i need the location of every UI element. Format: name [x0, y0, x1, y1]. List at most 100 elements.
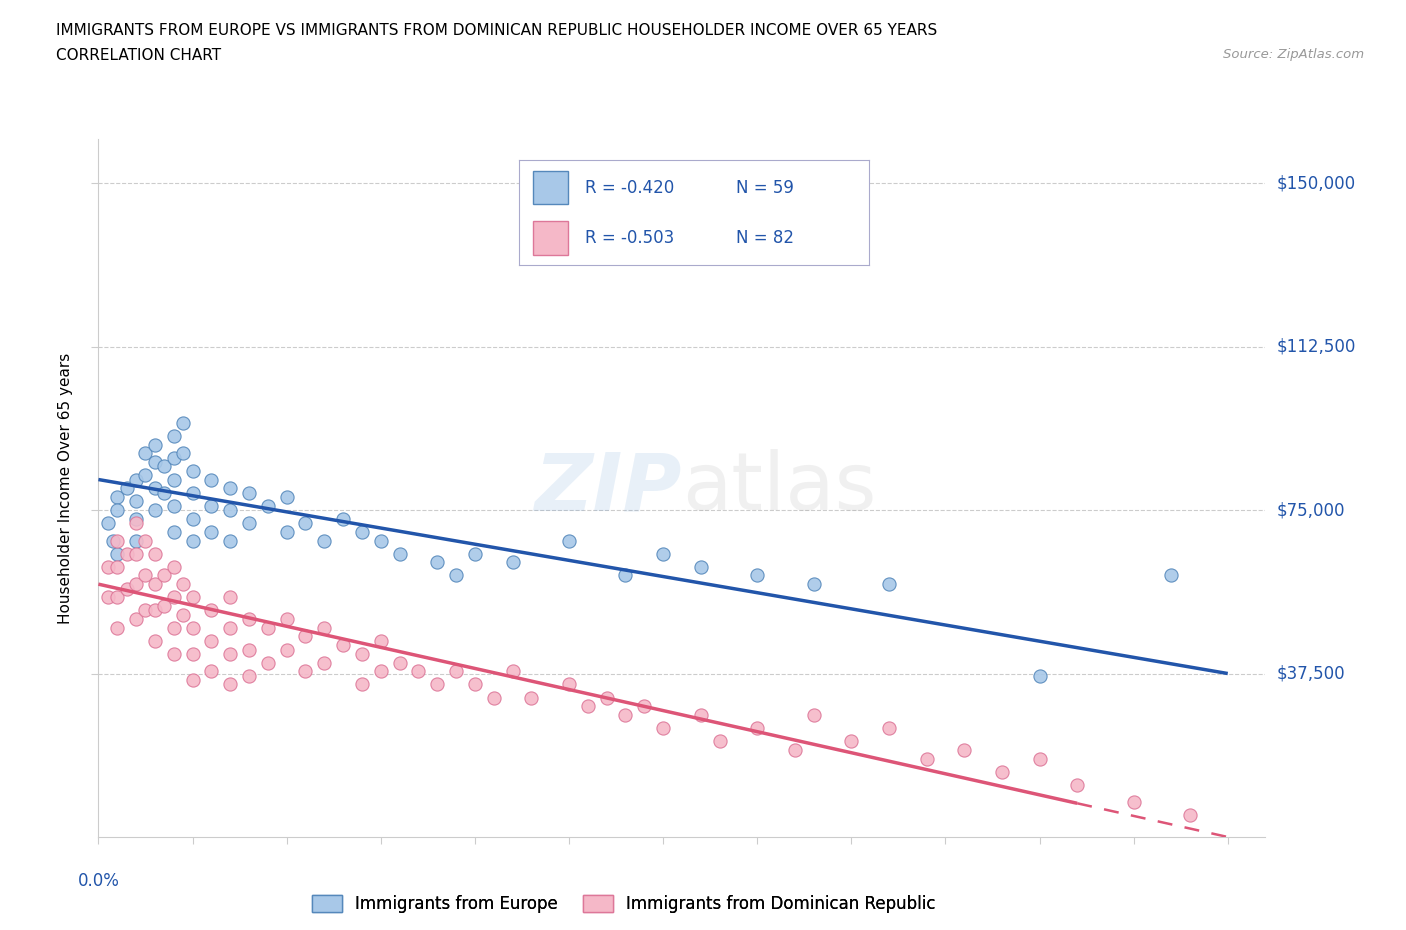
Point [332, 638, 354, 653]
Point [134, 568, 156, 583]
Point [163, 646, 186, 661]
Point [163, 429, 186, 444]
Point [172, 607, 194, 622]
Point [181, 533, 204, 548]
Point [350, 646, 373, 661]
Point [143, 455, 166, 470]
Point [219, 533, 242, 548]
Point [294, 664, 316, 679]
Text: Source: ZipAtlas.com: Source: ZipAtlas.com [1223, 48, 1364, 61]
Point [1028, 669, 1050, 684]
Point [97, 590, 120, 604]
Y-axis label: Householder Income Over 65 years: Householder Income Over 65 years [58, 352, 73, 624]
Point [614, 708, 637, 723]
Point [294, 515, 316, 530]
Point [877, 577, 900, 591]
Point [172, 445, 194, 460]
Point [125, 494, 148, 509]
Point [520, 690, 543, 705]
Point [105, 559, 128, 574]
Point [125, 612, 148, 627]
Point [783, 742, 806, 757]
Point [426, 555, 449, 570]
Point [143, 633, 166, 648]
Point [125, 512, 148, 526]
Point [181, 620, 204, 635]
Point [1178, 808, 1201, 823]
Point [276, 525, 298, 539]
Point [143, 546, 166, 561]
Point [219, 677, 242, 692]
Point [134, 533, 156, 548]
Point [464, 546, 486, 561]
Point [115, 546, 138, 561]
Point [388, 655, 411, 670]
Point [200, 603, 222, 618]
Point [143, 481, 166, 496]
Text: $112,500: $112,500 [1277, 338, 1355, 355]
Point [181, 646, 204, 661]
Point [276, 612, 298, 627]
Point [125, 546, 148, 561]
Point [558, 677, 581, 692]
Point [125, 515, 148, 530]
Point [1028, 751, 1050, 766]
Point [558, 533, 581, 548]
Point [332, 512, 354, 526]
Point [105, 590, 128, 604]
Point [614, 568, 637, 583]
Point [1160, 568, 1182, 583]
Point [464, 677, 486, 692]
Point [1122, 794, 1144, 809]
Point [125, 472, 148, 487]
Point [200, 498, 222, 513]
Point [134, 603, 156, 618]
Point [143, 577, 166, 591]
Text: 0.0%: 0.0% [77, 872, 120, 890]
Point [153, 485, 176, 500]
Text: $150,000: $150,000 [1277, 174, 1355, 193]
Point [172, 416, 194, 431]
Point [502, 555, 524, 570]
Point [115, 481, 138, 496]
Point [915, 751, 938, 766]
Text: IMMIGRANTS FROM EUROPE VS IMMIGRANTS FROM DOMINICAN REPUBLIC HOUSEHOLDER INCOME : IMMIGRANTS FROM EUROPE VS IMMIGRANTS FRO… [56, 23, 938, 38]
Point [803, 708, 825, 723]
Point [350, 525, 373, 539]
Point [143, 437, 166, 452]
Point [105, 502, 128, 517]
Point [105, 546, 128, 561]
Point [115, 581, 138, 596]
Point [153, 568, 176, 583]
Point [134, 445, 156, 460]
Point [238, 515, 260, 530]
Point [388, 546, 411, 561]
Point [219, 502, 242, 517]
Point [200, 664, 222, 679]
Point [256, 655, 278, 670]
Point [105, 620, 128, 635]
Point [163, 620, 186, 635]
Point [163, 450, 186, 465]
Point [370, 664, 392, 679]
Point [238, 669, 260, 684]
Point [482, 690, 505, 705]
Point [103, 533, 125, 548]
Text: $75,000: $75,000 [1277, 501, 1346, 519]
Point [238, 485, 260, 500]
Point [276, 489, 298, 504]
Point [652, 721, 675, 736]
Point [200, 633, 222, 648]
Point [747, 721, 769, 736]
Point [238, 612, 260, 627]
Point [219, 481, 242, 496]
Point [200, 472, 222, 487]
Point [134, 468, 156, 483]
Point [181, 672, 204, 687]
Point [408, 664, 430, 679]
Point [181, 512, 204, 526]
Point [97, 515, 120, 530]
Point [294, 629, 316, 644]
Text: ZIP: ZIP [534, 449, 682, 527]
Point [163, 559, 186, 574]
